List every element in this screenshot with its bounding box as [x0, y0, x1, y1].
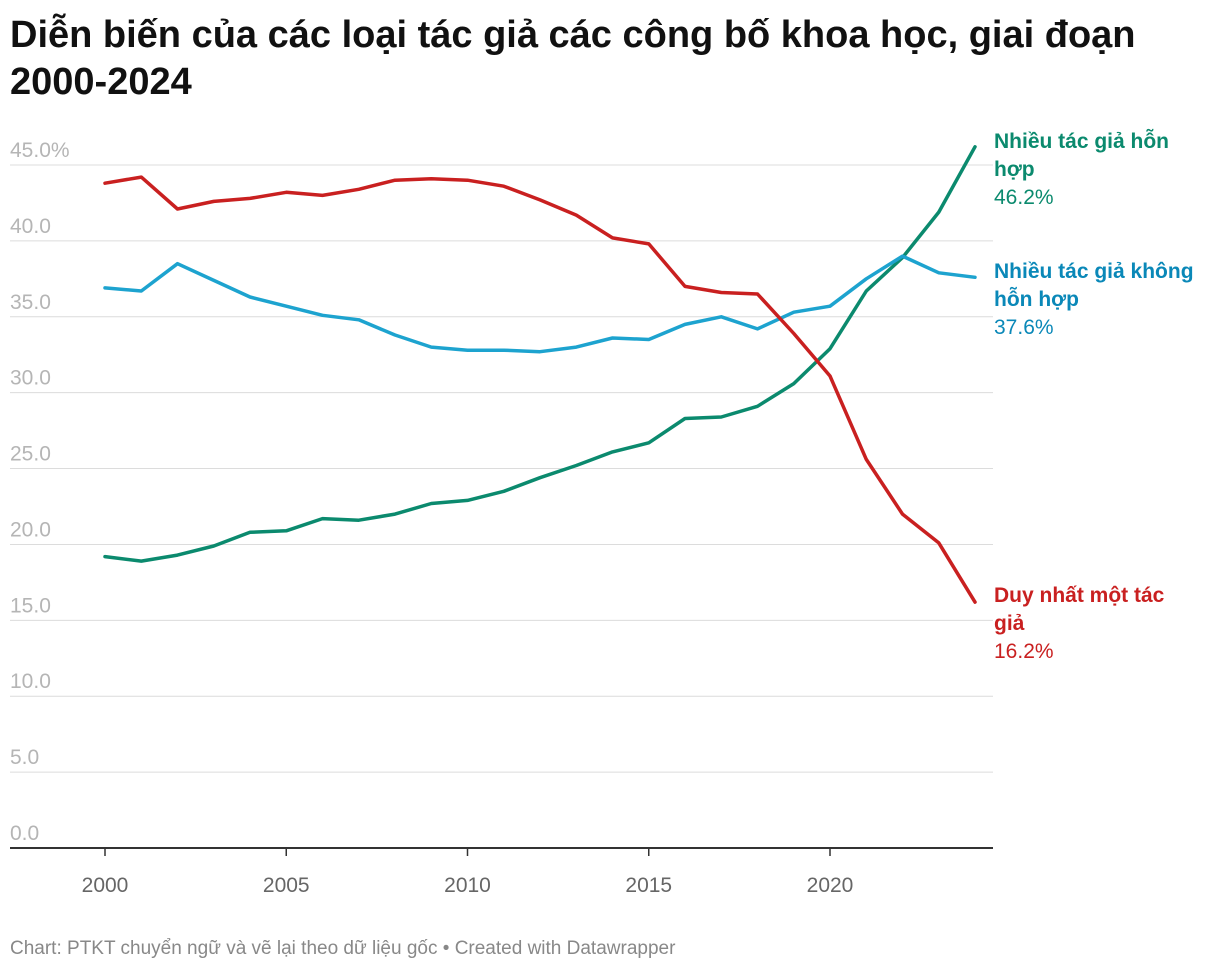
series-line-1 — [103, 254, 977, 354]
x-tick-label: 2000 — [82, 874, 129, 897]
y-tick-label: 20.0 — [10, 518, 51, 541]
series-label: Duy nhất một tác — [994, 584, 1165, 607]
series-label: Nhiều tác giả hỗn — [994, 129, 1169, 153]
y-tick-label: 25.0 — [10, 443, 51, 466]
x-tick-label: 2015 — [625, 874, 672, 897]
y-tick-label: 45.0% — [10, 139, 70, 162]
x-tick-label: 2010 — [444, 874, 491, 897]
series-line-0 — [103, 145, 977, 563]
y-tick-label: 30.0 — [10, 367, 51, 390]
series-end-value: 16.2% — [994, 640, 1054, 663]
series-line-2 — [103, 175, 977, 604]
series-end-value: 46.2% — [994, 186, 1054, 209]
x-tick-label: 2005 — [263, 874, 310, 897]
chart-footer: Chart: PTKT chuyển ngữ và vẽ lại theo dữ… — [10, 938, 676, 959]
series-end-value: 37.6% — [994, 316, 1054, 339]
series-label: Nhiều tác giả không — [994, 260, 1194, 283]
y-tick-label: 35.0 — [10, 291, 51, 314]
series-label: hợp — [994, 158, 1035, 181]
y-tick-label: 40.0 — [10, 215, 51, 238]
y-tick-label: 10.0 — [10, 670, 51, 693]
x-tick-label: 2020 — [807, 874, 854, 897]
y-tick-label: 5.0 — [10, 746, 39, 769]
y-tick-label: 15.0 — [10, 594, 51, 617]
y-tick-label: 0.0 — [10, 822, 39, 845]
chart-title: Diễn biến của các loại tác giả các công … — [10, 14, 1136, 103]
series-label: giả — [994, 612, 1025, 635]
series-label: hỗn hợp — [994, 287, 1079, 311]
